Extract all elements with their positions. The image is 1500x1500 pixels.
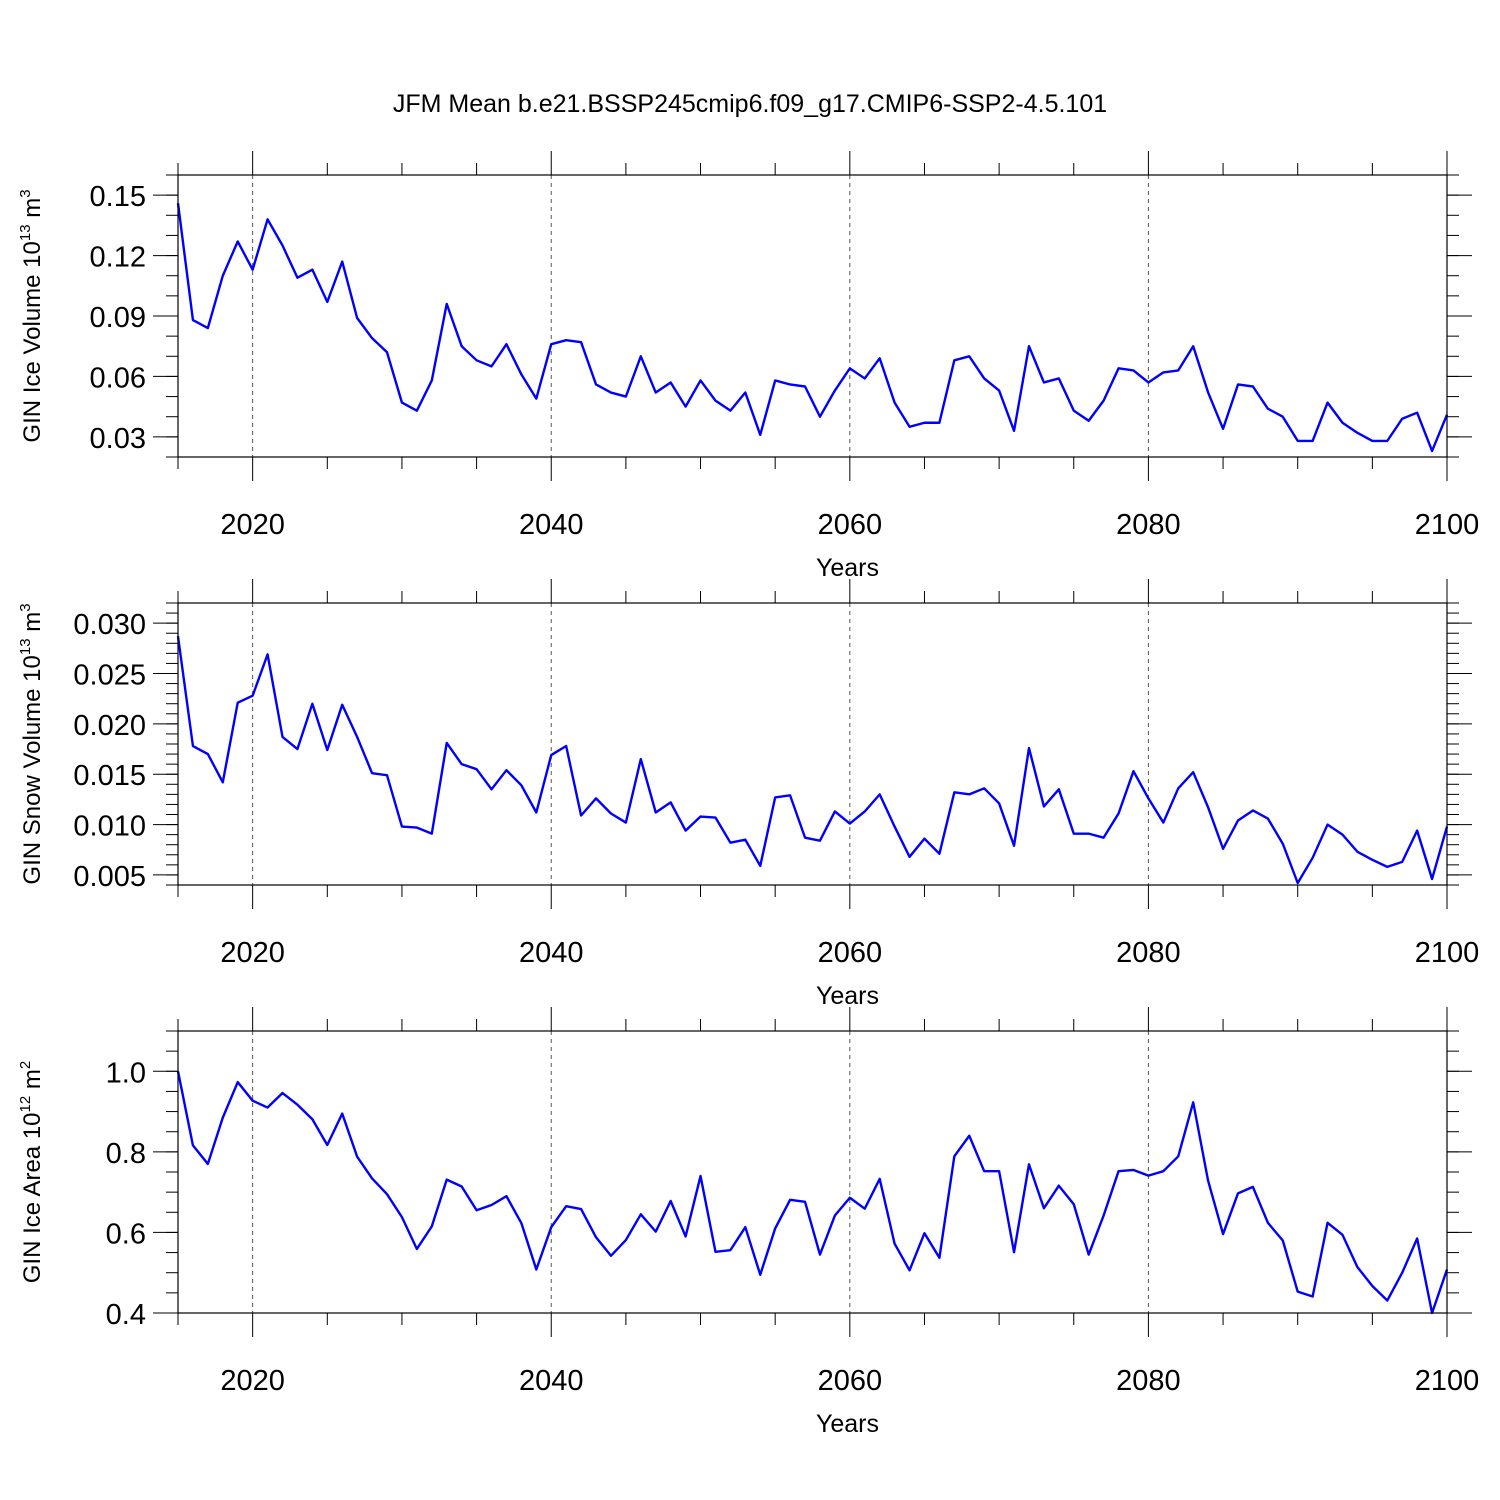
y-tick-label: 0.09 (90, 302, 146, 334)
x-tick-label: 2080 (1116, 937, 1181, 969)
x-tick-label: 2080 (1116, 1365, 1181, 1397)
y-tick-label: 0.6 (106, 1218, 146, 1250)
x-tick-label: 2080 (1116, 509, 1181, 541)
y-tick-label: 0.030 (73, 609, 146, 641)
y-tick-label: 0.06 (90, 362, 146, 394)
y-tick-label: 0.020 (73, 710, 146, 742)
x-tick-label: 2100 (1415, 937, 1480, 969)
x-tick-label: 2040 (519, 937, 584, 969)
x-axis-label: Years (816, 1410, 879, 1438)
plot-frame (177, 602, 1448, 886)
y-axis-label-base: GIN Ice Volume 10 (19, 241, 46, 442)
y-axis-label-base: GIN Ice Area 10 (19, 1112, 46, 1283)
y-axis-label: GIN Snow Volume 1013 m3 (17, 603, 46, 884)
x-tick-label: 2020 (220, 509, 285, 541)
y-tick-label: 0.03 (90, 423, 146, 455)
x-tick-label: 2060 (818, 509, 883, 541)
y-tick-label: 0.4 (106, 1299, 146, 1331)
series-line (176, 1071, 1449, 1315)
y-axis-label-base: GIN Snow Volume 10 (19, 655, 46, 884)
x-tick-label: 2020 (220, 937, 285, 969)
y-axis-label-unit: m (19, 198, 46, 225)
plot-frame (177, 1030, 1448, 1314)
y-axis-label-exponent: 13 (17, 638, 34, 655)
panel-snow-volume: 0.005 0.010 0.015 0.020 0.025 0.030 2020 2040 20… (17, 579, 1479, 1010)
y-axis-label-unit-exponent: 3 (17, 603, 34, 611)
y-tick-label: 0.010 (73, 811, 146, 843)
y-axis-label-exponent: 12 (17, 1096, 34, 1113)
y-tick-label: 0.005 (73, 861, 146, 893)
y-axis-label-unit-exponent: 2 (17, 1061, 34, 1069)
y-axis-label-exponent: 13 (17, 224, 34, 241)
plot-frame (177, 174, 1448, 458)
figure-title: JFM Mean b.e21.BSSP245cmip6.f09_g17.CMIP… (393, 90, 1107, 118)
y-tick-label: 0.025 (73, 660, 146, 692)
x-tick-label: 2020 (220, 1365, 285, 1397)
x-axis-label: Years (816, 982, 879, 1010)
y-tick-label: 0.8 (106, 1138, 146, 1170)
y-axis-label-unit: m (19, 1069, 46, 1096)
x-tick-label: 2100 (1415, 1365, 1480, 1397)
y-axis-label-unit-exponent: 3 (17, 189, 34, 197)
y-axis-label-unit: m (19, 612, 46, 639)
y-tick-label: 0.15 (90, 181, 146, 213)
y-axis-label: GIN Ice Volume 1013 m3 (17, 189, 46, 442)
y-axis-label: GIN Ice Area 1012 m2 (17, 1061, 46, 1283)
x-tick-label: 2060 (818, 1365, 883, 1397)
y-tick-label: 0.12 (90, 242, 146, 274)
x-tick-label: 2040 (519, 509, 584, 541)
panel-ice-area: 0.4 0.6 0.8 1.0 2020 2040 2060 2080 2100 Years GIN… (17, 1007, 1479, 1438)
x-axis-label: Years (816, 554, 879, 582)
x-tick-label: 2100 (1415, 509, 1480, 541)
x-tick-label: 2040 (519, 1365, 584, 1397)
panel-ice-volume: 0.03 0.06 0.09 0.12 0.15 2020 2040 2060 2080 2100… (17, 151, 1479, 582)
series-line (176, 203, 1449, 453)
series-line (176, 636, 1449, 885)
y-tick-label: 1.0 (106, 1057, 146, 1089)
x-tick-label: 2060 (818, 937, 883, 969)
y-tick-label: 0.015 (73, 760, 146, 792)
